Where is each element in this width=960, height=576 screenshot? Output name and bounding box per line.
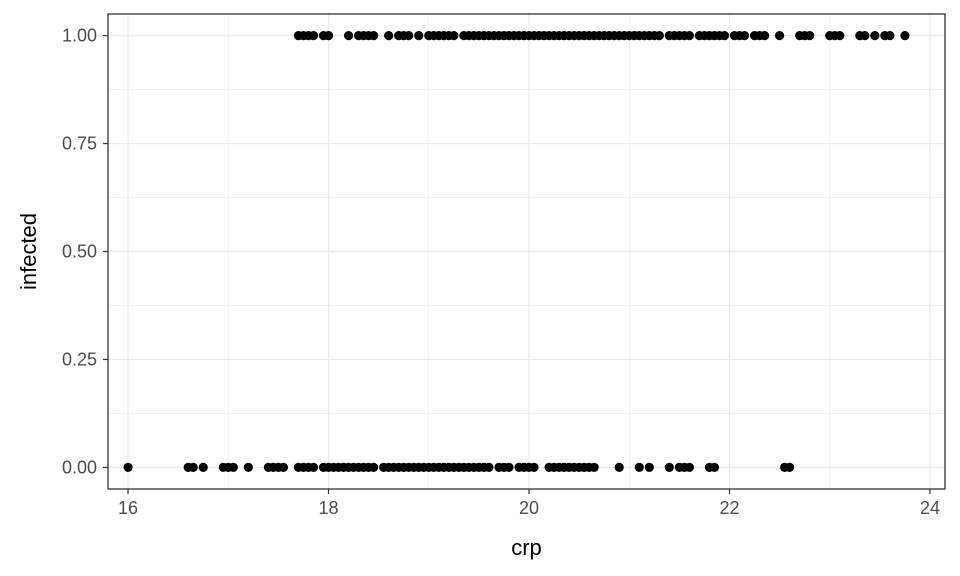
- data-point: [529, 462, 539, 473]
- data-point: [308, 462, 319, 473]
- data-point: [664, 462, 674, 473]
- x-tick-label: 16: [118, 498, 138, 518]
- data-point: [188, 462, 198, 473]
- data-point: [198, 462, 208, 473]
- data-point: [414, 30, 424, 41]
- x-tick-label: 24: [920, 498, 940, 518]
- data-point: [369, 30, 379, 41]
- data-point: [369, 462, 379, 473]
- data-point: [404, 30, 414, 41]
- x-tick-label: 20: [519, 498, 539, 518]
- data-point: [684, 30, 694, 41]
- data-point: [589, 462, 599, 473]
- data-point: [759, 30, 770, 41]
- data-point: [739, 30, 750, 41]
- data-point: [634, 462, 644, 473]
- data-point: [885, 30, 895, 41]
- y-tick-label: 1.00: [62, 26, 97, 46]
- data-point: [343, 30, 354, 41]
- y-tick-label: 0.25: [62, 349, 97, 369]
- x-axis-title: crp: [511, 535, 542, 560]
- data-point: [709, 462, 720, 473]
- y-axis-title: infected: [16, 213, 41, 290]
- data-point: [243, 462, 253, 473]
- y-axis-tick-labels: 0.00 0.25 0.50 0.75 1.00: [62, 26, 97, 478]
- data-point: [654, 30, 664, 41]
- x-tick-label: 22: [719, 498, 739, 518]
- data-point: [449, 30, 459, 41]
- data-point: [228, 462, 238, 473]
- y-tick-label: 0.50: [62, 242, 97, 262]
- data-point: [384, 30, 394, 41]
- data-point: [860, 30, 870, 41]
- y-tick-label: 0.00: [62, 457, 97, 477]
- data-point: [644, 462, 654, 473]
- data-point: [870, 30, 880, 41]
- data-points: [123, 30, 910, 473]
- data-point: [614, 462, 624, 473]
- y-tick-label: 0.75: [62, 134, 97, 154]
- x-tick-label: 18: [319, 498, 339, 518]
- data-point: [504, 462, 514, 473]
- data-point: [775, 30, 785, 41]
- data-point: [900, 30, 910, 41]
- data-point: [805, 30, 815, 41]
- data-point: [684, 462, 694, 473]
- x-axis-tick-labels: 16 18 20 22 24: [118, 498, 940, 518]
- data-point: [835, 30, 845, 41]
- data-point: [308, 30, 319, 41]
- data-point: [484, 462, 494, 473]
- data-point: [323, 30, 334, 41]
- axis-ticks: [103, 34, 931, 494]
- data-point: [123, 462, 133, 473]
- data-point: [278, 462, 289, 473]
- data-point: [785, 462, 795, 473]
- data-point: [719, 30, 730, 41]
